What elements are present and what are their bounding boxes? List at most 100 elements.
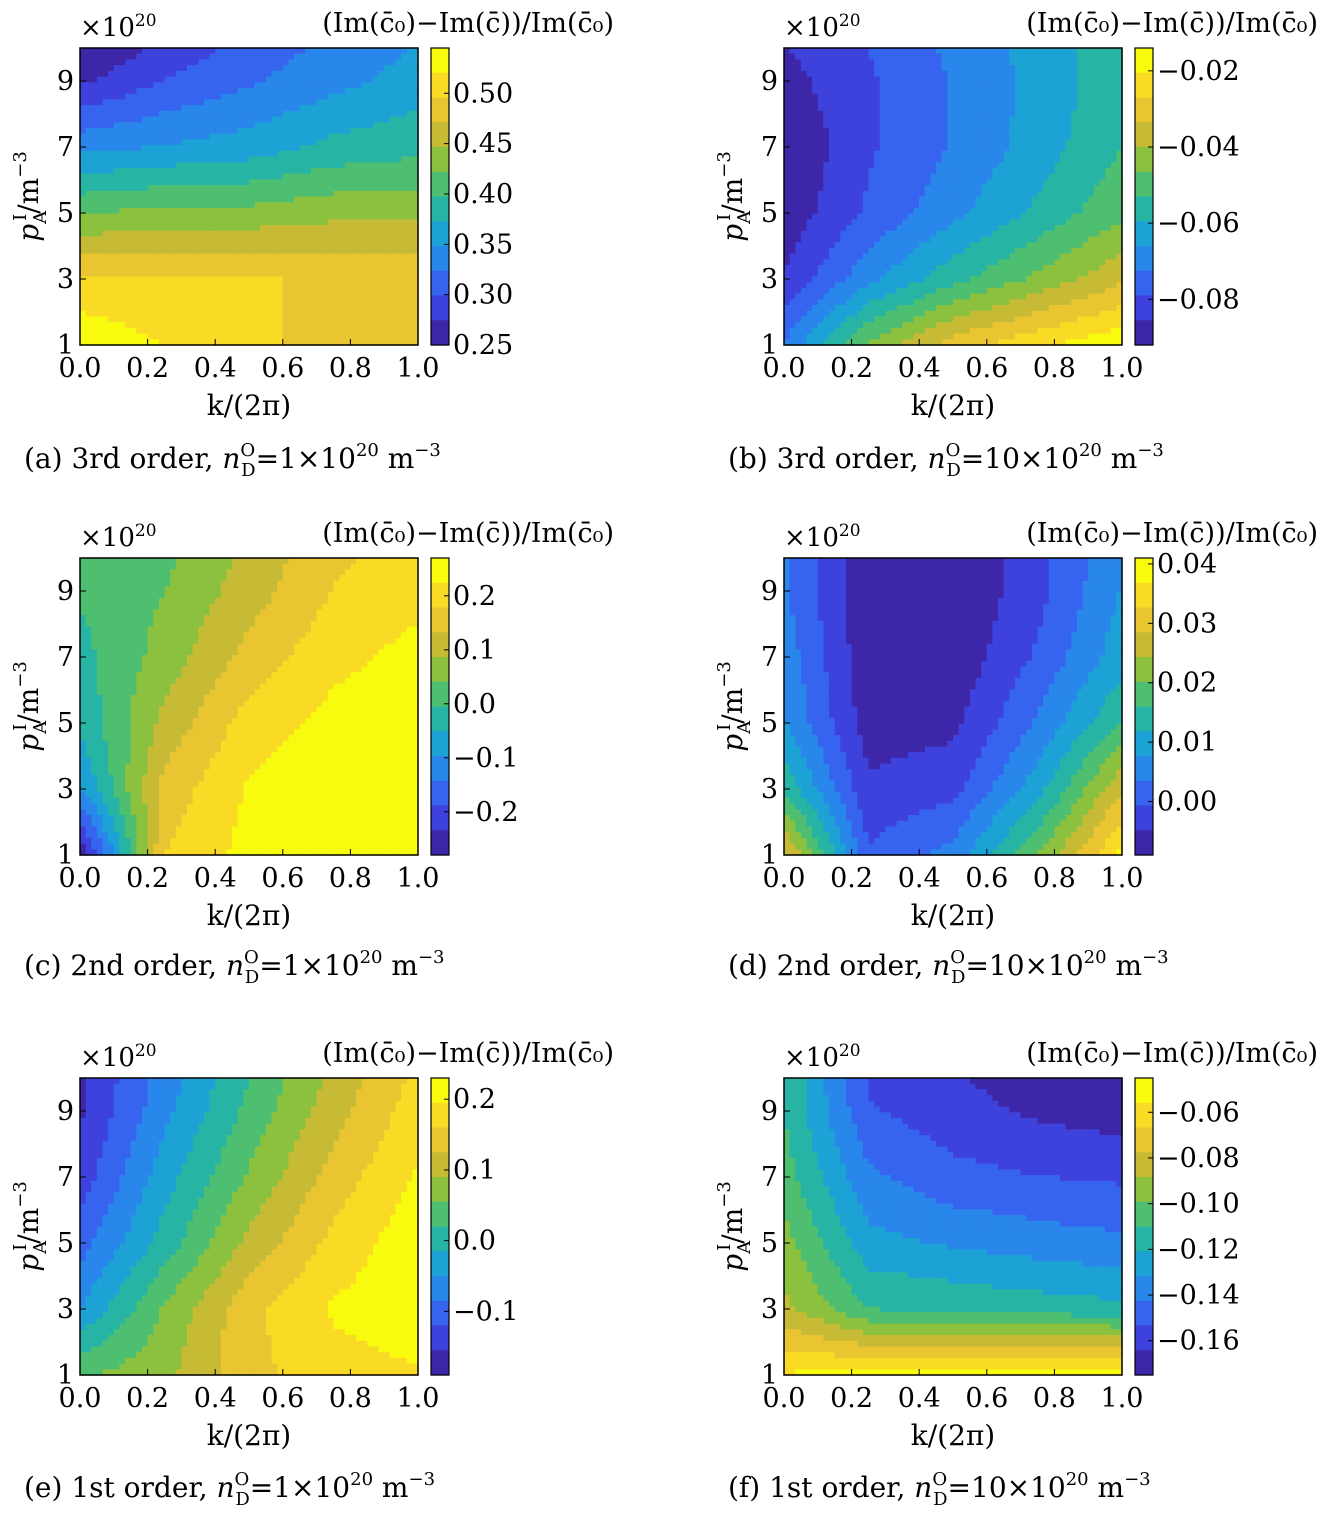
contour-cell	[203, 116, 211, 123]
contour-cell	[845, 116, 853, 123]
contour-cell	[130, 122, 137, 129]
contour-cell	[401, 190, 408, 198]
contour-cell	[913, 202, 920, 209]
contour-cell	[203, 110, 211, 118]
contour-cell	[175, 150, 182, 158]
contour-cell	[158, 105, 166, 112]
contour-cell	[401, 207, 408, 215]
contour-cell	[198, 185, 205, 192]
contour-cell	[862, 276, 870, 283]
contour-cell	[806, 145, 813, 152]
contour-cell	[96, 65, 104, 72]
contour-cell	[316, 48, 323, 55]
contour-cell	[203, 310, 211, 318]
contour-cell	[857, 242, 864, 249]
contour-cell	[119, 225, 126, 232]
contour-cell	[119, 305, 126, 312]
contour-cell	[192, 270, 199, 278]
contour-cell	[845, 230, 853, 238]
y-tick-label: 5	[57, 198, 74, 229]
contour-cell	[147, 259, 154, 266]
contour-cell	[136, 70, 143, 78]
contour-cell	[350, 185, 357, 192]
contour-cell	[294, 70, 301, 78]
contour-cell	[282, 133, 290, 140]
contour-cell	[947, 253, 954, 260]
contour-cell	[829, 276, 836, 283]
contour-cell	[840, 99, 847, 106]
contour-cell	[113, 230, 121, 238]
contour-cell	[840, 179, 847, 186]
contour-cell	[147, 247, 154, 255]
contour-cell	[350, 327, 357, 335]
contour-cell	[108, 162, 115, 169]
contour-cell	[141, 162, 149, 169]
contour-cell	[91, 230, 98, 238]
contour-cell	[800, 316, 808, 323]
contour-cell	[260, 116, 267, 123]
contour-cell	[812, 105, 819, 112]
contour-cell	[130, 105, 137, 112]
contour-cell	[862, 162, 870, 169]
contour-cell	[260, 145, 267, 152]
contour-cell	[102, 133, 109, 140]
contour-cell	[845, 48, 853, 55]
contour-cell	[192, 139, 199, 146]
contour-cell	[254, 225, 261, 232]
contour-cell	[817, 127, 825, 135]
contour-cell	[823, 93, 830, 100]
y-multiplier: ×1020	[80, 11, 157, 43]
contour-cell	[891, 322, 898, 329]
contour-cell	[119, 116, 126, 123]
contour-cell	[209, 322, 216, 329]
contour-cell	[215, 116, 222, 123]
contour-cell	[953, 259, 960, 266]
contour-cell	[136, 287, 143, 295]
contour-cell	[862, 105, 870, 112]
contour-cell	[113, 287, 121, 295]
contour-cell	[322, 93, 329, 100]
contour-cell	[187, 145, 194, 152]
contour-cell	[192, 316, 199, 323]
contour-cell	[249, 236, 256, 243]
contour-cell	[198, 150, 205, 158]
contour-cell	[812, 139, 819, 146]
contour-cell	[800, 265, 808, 272]
contour-cell	[113, 122, 121, 129]
contour-cell	[367, 133, 374, 140]
contour-cell	[829, 133, 836, 140]
contour-cell	[164, 110, 171, 118]
contour-cell	[310, 259, 318, 266]
contour-cell	[834, 207, 841, 215]
contour-cell	[874, 127, 881, 135]
contour-cell	[913, 207, 920, 215]
contour-cell	[868, 185, 875, 192]
contour-cell	[806, 270, 813, 278]
contour-cell	[102, 53, 109, 61]
contour-cell	[158, 110, 166, 118]
contour-cell	[812, 230, 819, 238]
contour-cell	[136, 110, 143, 118]
contour-cell	[215, 53, 222, 61]
contour-cell	[260, 196, 267, 203]
contour-cell	[795, 105, 802, 112]
contour-cell	[350, 339, 357, 346]
contour-cell	[339, 127, 346, 135]
contour-cell	[327, 213, 335, 220]
contour-cell	[389, 167, 397, 175]
contour-cell	[367, 242, 374, 249]
contour-cell	[96, 82, 104, 89]
contour-cell	[356, 333, 363, 340]
contour-cell	[361, 99, 368, 106]
contour-cell	[232, 202, 239, 209]
contour-cell	[153, 156, 160, 163]
contour-cell	[333, 70, 340, 78]
contour-cell	[164, 265, 171, 272]
contour-cell	[277, 173, 284, 180]
contour-cell	[823, 133, 830, 140]
contour-cell	[310, 327, 318, 335]
contour-cell	[277, 316, 284, 323]
contour-cell	[868, 127, 875, 135]
contour-cell	[271, 122, 278, 129]
contour-cell	[254, 242, 261, 249]
